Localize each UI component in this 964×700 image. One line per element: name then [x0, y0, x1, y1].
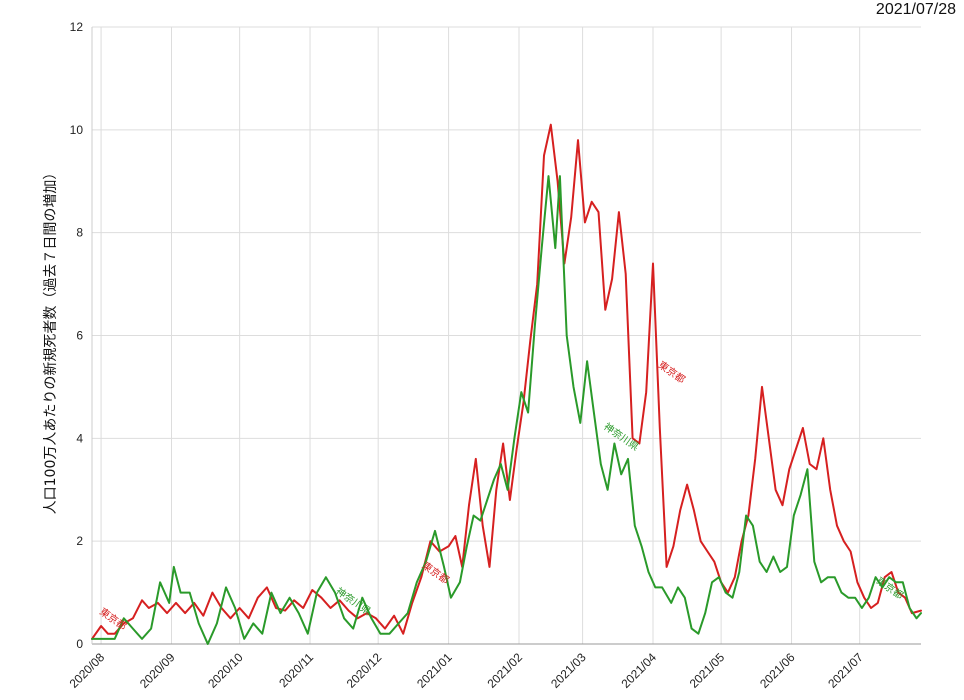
y-tick-label: 0 [76, 637, 83, 651]
series-label: 東京都 [656, 358, 688, 386]
x-tick-label: 2020/08 [67, 650, 108, 691]
y-tick-label: 2 [76, 534, 83, 548]
x-tick-label: 2021/06 [757, 650, 798, 691]
date-label: 2021/07/28 [875, 1, 956, 18]
series-label: 神奈川県 [601, 420, 641, 454]
x-tick-label: 2021/07 [825, 650, 866, 691]
x-tick-label: 2020/09 [137, 650, 178, 691]
x-tick-label: 2020/10 [205, 650, 246, 691]
x-tick-label: 2020/12 [344, 650, 385, 691]
x-tick-label: 2021/02 [485, 650, 526, 691]
axes: 0 2 4 6 8 10 12 2020/08 2020/09 2020/10 2020/11 202… [67, 20, 921, 691]
x-tick-label: 2021/03 [548, 650, 589, 691]
series-line-0 [91, 123, 922, 640]
x-tick-label: 2021/05 [687, 650, 728, 691]
y-tick-label: 8 [76, 226, 83, 240]
grid [92, 26, 921, 645]
y-tick-label: 4 [76, 431, 83, 445]
series-lines [91, 123, 922, 645]
series-line-1 [91, 175, 922, 645]
series-label: 東京都 [420, 559, 452, 587]
y-axis-label: 人口100万人あたりの新規死者数（過去７日間の増加） [43, 166, 59, 515]
x-tick-label: 2021/01 [414, 650, 455, 691]
y-tick-label: 12 [70, 20, 84, 34]
x-tick-label: 2021/04 [619, 650, 660, 691]
x-tick-label: 2020/11 [276, 650, 316, 690]
y-tick-label: 10 [70, 123, 84, 137]
y-tick-label: 6 [76, 329, 83, 343]
